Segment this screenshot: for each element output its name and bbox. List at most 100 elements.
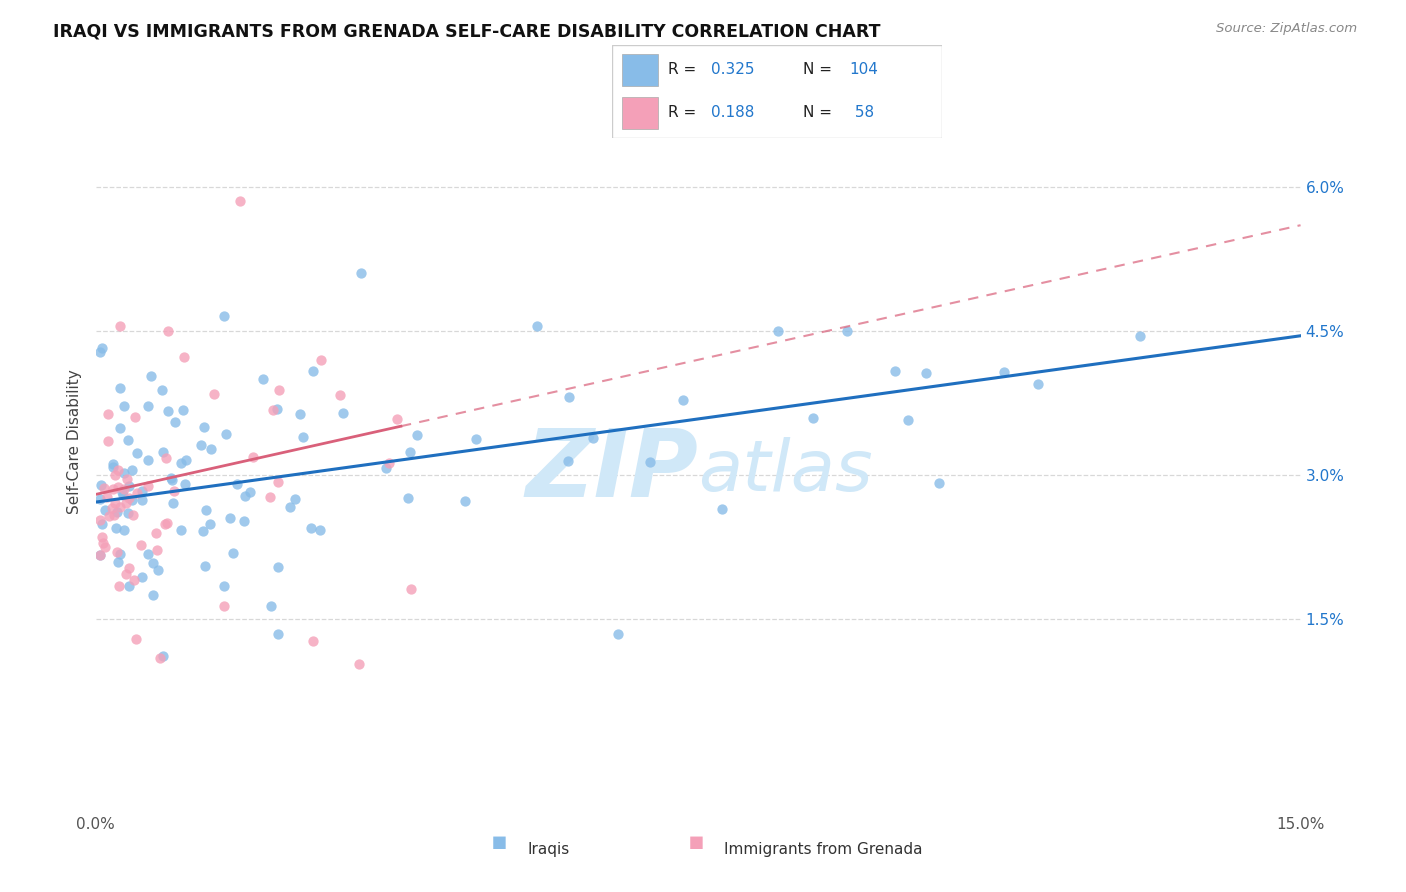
Point bbox=[111, 488, 134, 502]
Point bbox=[97, 434, 120, 449]
Point bbox=[267, 384, 290, 398]
Point bbox=[212, 579, 235, 593]
Point bbox=[768, 324, 790, 338]
Point bbox=[103, 457, 125, 471]
Point bbox=[288, 407, 311, 421]
Point bbox=[104, 496, 127, 510]
Text: N =: N = bbox=[803, 62, 837, 78]
Point bbox=[229, 194, 252, 209]
Point bbox=[91, 341, 114, 355]
Point bbox=[131, 483, 153, 498]
Point bbox=[115, 472, 138, 486]
Point bbox=[150, 384, 173, 398]
Point bbox=[124, 410, 146, 425]
Point bbox=[108, 547, 131, 561]
Point bbox=[107, 579, 129, 593]
Point bbox=[103, 508, 125, 523]
Point bbox=[89, 344, 111, 359]
Point bbox=[121, 493, 143, 508]
Point bbox=[225, 477, 247, 491]
Point bbox=[156, 403, 179, 417]
Point bbox=[267, 560, 290, 574]
Point bbox=[89, 513, 111, 527]
Point bbox=[96, 490, 118, 504]
Point bbox=[252, 372, 274, 386]
Point bbox=[152, 648, 174, 663]
Point bbox=[136, 453, 159, 467]
Point bbox=[1129, 328, 1152, 343]
Point bbox=[1026, 376, 1049, 391]
Point bbox=[93, 481, 115, 495]
Point bbox=[91, 530, 114, 544]
Text: 0.325: 0.325 bbox=[710, 62, 754, 78]
Point bbox=[399, 445, 422, 459]
Point bbox=[146, 563, 169, 577]
Point bbox=[146, 543, 169, 558]
Point bbox=[259, 490, 281, 504]
Point bbox=[897, 412, 920, 426]
FancyBboxPatch shape bbox=[612, 45, 942, 138]
Point bbox=[170, 523, 193, 537]
Y-axis label: Self-Care Disability: Self-Care Disability bbox=[67, 369, 83, 514]
Text: 104: 104 bbox=[849, 62, 879, 78]
Point bbox=[172, 403, 194, 417]
Point bbox=[98, 508, 121, 523]
Point bbox=[837, 324, 859, 338]
Point bbox=[155, 451, 177, 466]
Point bbox=[385, 412, 408, 426]
Point bbox=[801, 411, 824, 425]
Point bbox=[212, 309, 235, 323]
Point bbox=[204, 386, 226, 401]
Point bbox=[117, 506, 139, 520]
Point bbox=[606, 627, 628, 641]
Text: Source: ZipAtlas.com: Source: ZipAtlas.com bbox=[1216, 22, 1357, 36]
Text: R =: R = bbox=[668, 62, 702, 78]
Point bbox=[163, 483, 186, 498]
Point bbox=[526, 319, 548, 334]
Point bbox=[301, 634, 323, 648]
Point bbox=[993, 366, 1015, 380]
Point bbox=[117, 561, 139, 575]
Point bbox=[375, 460, 398, 475]
Point bbox=[90, 478, 112, 492]
Point bbox=[582, 431, 605, 445]
Point bbox=[266, 401, 288, 416]
Point bbox=[219, 510, 242, 524]
Text: ZIP: ZIP bbox=[526, 425, 697, 517]
Point bbox=[396, 491, 419, 505]
Point bbox=[915, 366, 938, 380]
Point bbox=[89, 491, 111, 506]
Point bbox=[711, 501, 734, 516]
Point bbox=[136, 399, 159, 413]
Point bbox=[112, 466, 135, 480]
Point bbox=[170, 457, 193, 471]
Point bbox=[406, 427, 429, 442]
Point bbox=[239, 484, 262, 499]
Point bbox=[131, 492, 153, 507]
Point bbox=[107, 480, 129, 494]
Point bbox=[91, 536, 114, 550]
Point bbox=[378, 456, 401, 470]
Point bbox=[464, 433, 486, 447]
Point bbox=[928, 475, 950, 490]
Point bbox=[121, 462, 143, 476]
Point bbox=[214, 426, 236, 441]
Point bbox=[142, 556, 165, 570]
Point bbox=[145, 525, 167, 540]
Point bbox=[308, 523, 330, 537]
Point bbox=[142, 588, 165, 602]
Point bbox=[110, 381, 132, 395]
Point bbox=[278, 500, 301, 514]
Point bbox=[153, 517, 176, 532]
Point bbox=[101, 460, 124, 475]
Point bbox=[97, 407, 120, 421]
Point bbox=[115, 566, 138, 581]
Point bbox=[173, 477, 195, 491]
Point bbox=[129, 538, 152, 552]
Text: atlas: atlas bbox=[697, 437, 873, 506]
Text: ▪: ▪ bbox=[491, 830, 508, 855]
Point bbox=[309, 352, 332, 367]
Point bbox=[191, 524, 214, 539]
Point bbox=[193, 420, 215, 434]
Point bbox=[262, 403, 284, 417]
